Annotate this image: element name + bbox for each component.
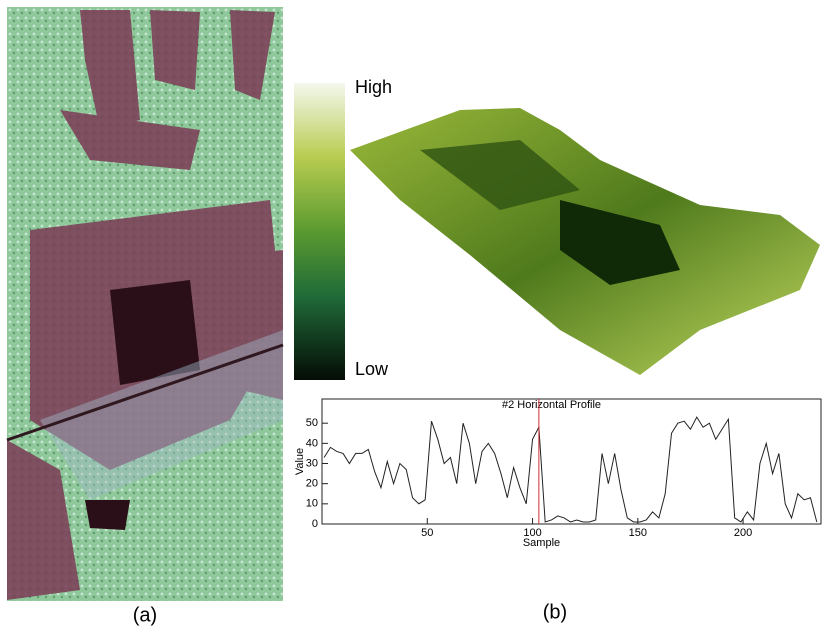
x-tick-label: 200 [734,527,752,539]
x-axis-label: Sample [523,537,560,549]
y-tick-label: 40 [306,437,318,449]
profile-line [324,417,817,522]
y-axis-label: Value [294,448,306,475]
y-tick-label: 50 [306,417,318,429]
colorbar [294,83,345,380]
surface-3d [350,108,820,375]
y-tick-label: 30 [306,457,318,469]
x-tick-label: 150 [629,527,647,539]
chart-title: #2 Horizontal Profile [502,399,601,411]
colorbar-low: Low [355,359,389,379]
y-tick-label: 0 [312,518,318,530]
plot-frame [322,399,821,524]
figure: High Low (a) (b) 0102030405050100150200#… [0,0,823,631]
caption: (a) [133,604,157,626]
colorbar-high: High [355,77,392,97]
y-tick-label: 20 [306,478,318,490]
satellite-image [7,7,283,601]
y-tick-label: 10 [306,498,318,510]
caption: (b) [543,601,567,623]
x-tick-label: 50 [421,527,433,539]
